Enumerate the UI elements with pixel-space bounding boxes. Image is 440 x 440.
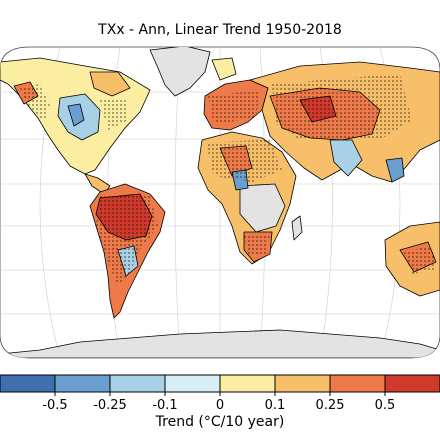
colorbar: -0.5 -0.25 -0.1 0 0.1 0.25 0.5 xyxy=(0,374,440,411)
colorbar-bin xyxy=(109,374,166,393)
colorbar-bin xyxy=(329,374,386,393)
colorbar-bin xyxy=(0,374,56,393)
colorbar-label: Trend (°C/10 year) xyxy=(155,414,285,430)
colorbar-bin xyxy=(219,374,276,393)
colorbar-tick-label: -0.5 xyxy=(42,398,67,411)
central-africa-region xyxy=(239,183,286,233)
colorbar-bin xyxy=(384,374,440,393)
colorbar-tick-label: -0.25 xyxy=(93,398,127,411)
colorbar-bin xyxy=(274,374,331,393)
greenland-region xyxy=(149,47,211,97)
world-map xyxy=(0,46,440,359)
colorbar-tick-label: 0.5 xyxy=(375,398,396,411)
colorbar-tick-label: 0 xyxy=(216,398,224,411)
antarctica-region xyxy=(0,329,440,358)
colorbar-tick-label: -0.1 xyxy=(152,398,177,411)
map-title: TXx - Ann, Linear Trend 1950-2018 xyxy=(98,22,342,38)
colorbar-bin xyxy=(164,374,221,393)
colorbar-bin xyxy=(54,374,111,393)
colorbar-tick-label: 0.25 xyxy=(316,398,345,411)
colorbar-tick-label: 0.1 xyxy=(265,398,286,411)
